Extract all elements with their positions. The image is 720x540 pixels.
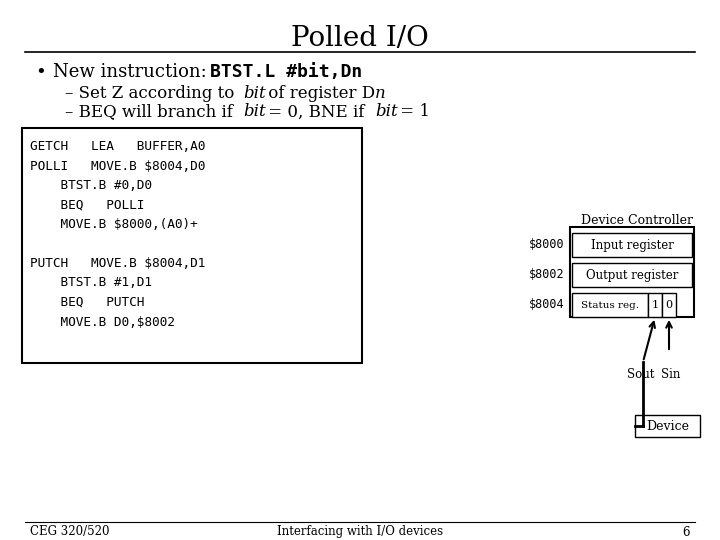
Text: $8000: $8000 [528,239,564,252]
Text: POLLI   MOVE.B $8004,D0: POLLI MOVE.B $8004,D0 [30,159,205,172]
Bar [662,293,676,317]
Bar [635,415,700,437]
Text: – Set Z according to: – Set Z according to [65,85,240,103]
Text: PUTCH   MOVE.B $8004,D1: PUTCH MOVE.B $8004,D1 [30,257,205,270]
Bar [570,227,694,317]
Text: CEG 320/520: CEG 320/520 [30,525,109,538]
Text: $8004: $8004 [528,299,564,312]
Text: Polled I/O: Polled I/O [291,24,429,51]
Text: Status reg.: Status reg. [581,300,639,309]
Text: = 0, BNE if: = 0, BNE if [263,104,369,120]
Text: Device Controller: Device Controller [581,213,693,226]
Text: n: n [375,85,386,103]
Text: – BEQ will branch if: – BEQ will branch if [65,104,238,120]
Text: 6: 6 [683,525,690,538]
Bar [648,293,662,317]
Text: New instruction:: New instruction: [53,63,218,81]
Bar [572,263,692,287]
Text: Interfacing with I/O devices: Interfacing with I/O devices [277,525,443,538]
Text: Device: Device [646,420,689,433]
Text: BTST.L #bit,Dn: BTST.L #bit,Dn [210,63,362,81]
Text: bit: bit [243,85,266,103]
Bar [572,233,692,257]
Text: Sin: Sin [661,368,680,381]
Text: BTST.B #1,D1: BTST.B #1,D1 [30,276,152,289]
Text: 1: 1 [652,300,659,310]
Text: bit: bit [375,104,397,120]
Bar [22,128,362,363]
Text: •: • [35,63,46,81]
Text: BEQ   POLLI: BEQ POLLI [30,199,145,212]
Bar [572,293,648,317]
Text: BTST.B #0,D0: BTST.B #0,D0 [30,179,152,192]
Text: MOVE.B $8000,(A0)+: MOVE.B $8000,(A0)+ [30,218,198,231]
Text: $8002: $8002 [528,268,564,281]
Text: bit: bit [243,104,266,120]
Text: Input register: Input register [590,239,673,252]
Text: of register D: of register D [263,85,375,103]
Text: = 1: = 1 [395,104,430,120]
Text: GETCH   LEA   BUFFER,A0: GETCH LEA BUFFER,A0 [30,140,205,153]
Text: Sout: Sout [627,368,654,381]
Text: Output register: Output register [586,268,678,281]
Text: BEQ   PUTCH: BEQ PUTCH [30,296,145,309]
Text: MOVE.B D0,$8002: MOVE.B D0,$8002 [30,315,175,328]
Text: 0: 0 [665,300,672,310]
